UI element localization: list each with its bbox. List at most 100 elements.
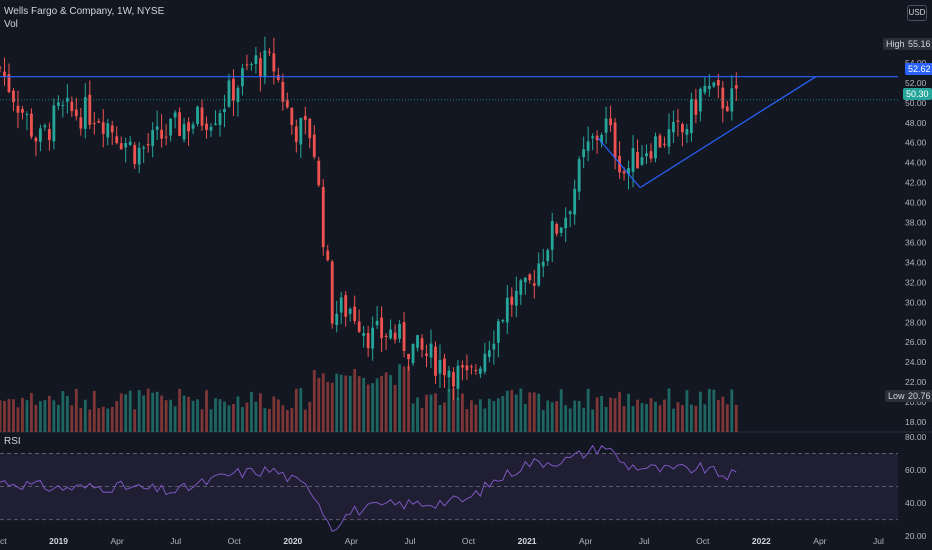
volume-bar (276, 399, 280, 432)
volume-bar (124, 394, 128, 432)
candle-body (335, 313, 339, 325)
volume-bar (393, 384, 397, 432)
time-tick-label: Oct (696, 536, 710, 546)
candle-body (250, 64, 253, 66)
volume-bar (155, 391, 159, 432)
candle-body (478, 368, 482, 374)
candle-body (654, 136, 657, 159)
candle-body (294, 126, 298, 142)
candle-body (496, 321, 500, 343)
volume-bar (101, 406, 105, 432)
candle-body (39, 128, 42, 142)
time-tick-label: Oct (228, 536, 242, 546)
candle-body (101, 122, 105, 134)
volume-bar (478, 399, 482, 432)
volume-bar (209, 409, 213, 432)
volume-bar (667, 388, 671, 432)
volume-bar (34, 404, 38, 432)
candle-body (613, 122, 617, 159)
volume-bar (267, 408, 271, 432)
candle-body (88, 94, 92, 125)
volume-bar (362, 377, 366, 432)
candle-body (0, 67, 2, 69)
trendline (597, 137, 641, 188)
candle-body (65, 97, 69, 102)
volume-bar (622, 406, 626, 432)
candle-body (245, 64, 249, 66)
candle-body (447, 370, 451, 378)
symbol-title: Wells Fargo & Company, 1W, NYSE (4, 6, 165, 17)
volume-bar (191, 400, 195, 432)
candle-body (272, 53, 276, 72)
volume-bar (577, 400, 581, 432)
candle-body (357, 321, 361, 332)
volume-bar (425, 394, 428, 432)
price-tick-label: 26.00 (905, 337, 927, 347)
volume-bar (734, 404, 738, 432)
candle-body (380, 317, 384, 339)
price-tick-label: 52.00 (905, 78, 927, 88)
rsi-tick-label: 80.00 (905, 432, 927, 442)
volume-bar (703, 404, 707, 432)
candle-body (609, 118, 612, 126)
price-tick-label: 34.00 (905, 257, 927, 267)
volume-bar (541, 409, 545, 432)
volume-bar (21, 397, 24, 432)
candle-body (595, 135, 599, 141)
candle-body (559, 227, 563, 233)
volume-bar (505, 390, 509, 432)
candle-body (420, 338, 424, 350)
candle-body (12, 90, 15, 103)
candle-body (30, 113, 33, 137)
candle-body (303, 115, 307, 120)
volume-bar (303, 409, 307, 432)
time-tick-label: Oct (462, 536, 476, 546)
candle-body (483, 353, 487, 372)
candle-body (505, 297, 509, 323)
volume-bar (618, 391, 621, 432)
candle-body (151, 130, 155, 147)
candle-body (703, 85, 707, 93)
candle-body (649, 151, 653, 159)
candle-body (52, 105, 56, 142)
volume-bar (447, 389, 451, 432)
volume-bar (187, 396, 190, 432)
candle-body (232, 78, 235, 101)
volume-bar (492, 401, 496, 432)
candle-body (362, 333, 366, 336)
volume-bar (371, 383, 375, 432)
candle-body (681, 124, 684, 133)
volume-bar (645, 403, 648, 432)
volume-bar (353, 368, 357, 432)
candle-body (263, 50, 267, 78)
volume-bar (685, 390, 689, 432)
price-tick-label: 28.00 (905, 317, 927, 327)
volume-bar (609, 397, 612, 432)
candle-body (698, 88, 702, 112)
candle-body (528, 274, 532, 281)
candle-body (425, 353, 428, 356)
volume-bar (550, 402, 554, 432)
volume-bar (546, 400, 550, 432)
candle-body (227, 80, 231, 107)
candle-body (34, 137, 38, 142)
high-label-tag: High (883, 38, 908, 50)
volume-bar (384, 372, 388, 432)
low-label-tag: Low (885, 390, 908, 402)
volume-bar (223, 401, 226, 432)
volume-bar (496, 398, 500, 432)
volume-bar (389, 375, 392, 432)
candle-body (393, 332, 397, 340)
candle-body (299, 117, 303, 145)
time-tick-label: Oct (0, 536, 7, 546)
candle-body (70, 101, 74, 112)
candle-body (326, 250, 330, 261)
volume-bar (317, 377, 321, 432)
volume-bar (730, 389, 734, 432)
volume-bar (200, 409, 204, 432)
volume-bar (151, 392, 155, 432)
candle-body (487, 350, 491, 358)
volume-bar (716, 399, 720, 432)
currency-button[interactable]: USD (907, 5, 927, 21)
volume-bar (47, 395, 51, 432)
